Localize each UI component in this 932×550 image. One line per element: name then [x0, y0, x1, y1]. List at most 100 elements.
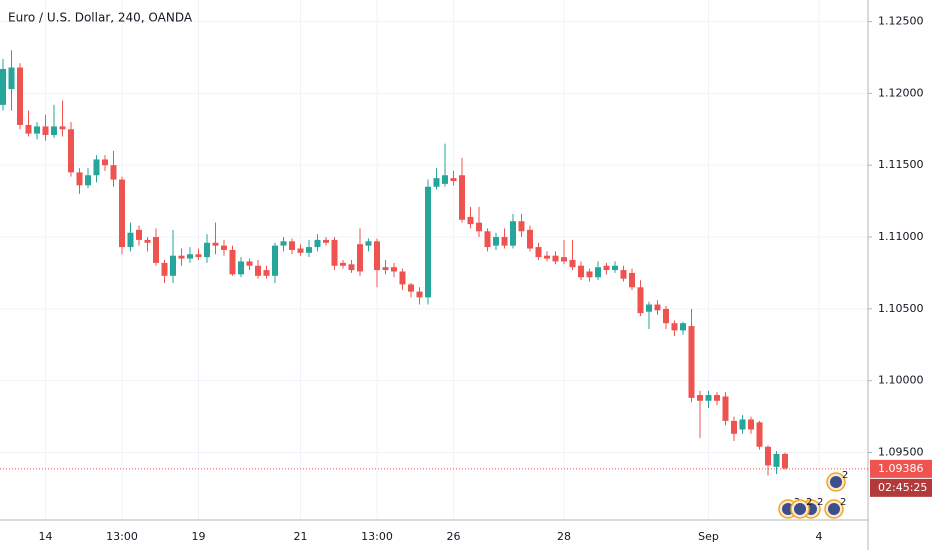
candle-body — [552, 255, 559, 262]
candle-body — [0, 68, 6, 105]
candle-body — [187, 254, 193, 259]
event-count: 2 — [840, 497, 846, 508]
candle-body — [204, 242, 210, 258]
candle-body — [297, 248, 304, 253]
event-count: 2 — [842, 470, 848, 481]
candle-body — [221, 245, 227, 250]
x-tick-label: 13:00 — [361, 530, 393, 543]
candle-body — [93, 159, 100, 176]
candle-body — [323, 239, 329, 243]
candle-body — [416, 291, 423, 298]
countdown-label: 02:45:25 — [878, 481, 927, 494]
candle-body — [51, 126, 57, 136]
y-tick-label: 1.11500 — [878, 158, 924, 171]
candle-body — [391, 267, 397, 272]
candle-body — [586, 271, 593, 278]
candle-body — [76, 172, 83, 186]
event-flag — [828, 503, 840, 515]
event-flag — [794, 503, 806, 515]
candle-body — [153, 237, 159, 263]
candle-body — [34, 126, 40, 134]
chart-title: Euro / U.S. Dollar, 240, OANDA — [8, 11, 193, 25]
candle-body — [569, 260, 576, 268]
candle-body — [357, 244, 363, 272]
y-tick-label: 1.10500 — [878, 302, 924, 315]
candle-body — [722, 396, 729, 421]
y-tick-label: 1.11000 — [878, 230, 924, 243]
candle-body — [238, 261, 244, 275]
candle-body — [68, 129, 74, 173]
last-price-box — [870, 459, 932, 478]
candle-body — [8, 67, 15, 90]
candle-body — [136, 229, 142, 240]
candle-body — [663, 308, 669, 324]
candle-body — [484, 231, 491, 248]
event-count: 2 — [817, 497, 823, 508]
candle-body — [671, 323, 678, 331]
candle-body — [688, 326, 695, 398]
candle-body — [314, 239, 321, 248]
candle-body — [748, 419, 754, 430]
candle-body — [459, 175, 465, 220]
candle-body — [348, 264, 355, 271]
y-tick-label: 1.12000 — [878, 86, 924, 99]
candle-body — [654, 304, 661, 311]
candle-body — [442, 175, 448, 184]
x-tick-label: 19 — [192, 530, 206, 543]
candle-body — [25, 124, 32, 134]
candle-body — [178, 255, 185, 259]
candle-body — [17, 67, 23, 125]
candle-body — [731, 420, 737, 434]
candle-body — [161, 262, 168, 276]
candle-body — [510, 221, 516, 246]
x-tick-label: 28 — [557, 530, 571, 543]
candle-body — [467, 216, 474, 225]
candle-body — [399, 271, 406, 285]
y-tick-label: 1.09500 — [878, 445, 924, 458]
candle-body — [374, 241, 380, 271]
candle-body — [102, 159, 108, 166]
candle-body — [382, 267, 389, 271]
y-tick-label: 1.12500 — [878, 15, 924, 28]
candle-body — [425, 186, 431, 298]
countdown-box — [870, 478, 932, 497]
candle-body — [620, 270, 627, 279]
candle-body — [110, 165, 117, 180]
candle-body — [289, 241, 295, 250]
candle-body — [612, 265, 618, 271]
candle-body — [119, 179, 125, 248]
candle-body — [518, 221, 525, 232]
candle-body — [408, 284, 414, 292]
candle-body — [365, 241, 372, 246]
x-tick-label: 26 — [447, 530, 461, 543]
candle-body — [501, 237, 508, 246]
candle-body — [527, 229, 533, 249]
candle-body — [756, 422, 763, 447]
candle-body — [493, 237, 499, 246]
candle-body — [170, 255, 176, 276]
candle-body — [739, 419, 746, 430]
candle-body — [646, 304, 652, 312]
candle-body — [544, 255, 550, 259]
candle-body — [272, 245, 278, 276]
candle-body — [629, 272, 635, 288]
x-tick-label: 13:00 — [106, 530, 138, 543]
candle-body — [127, 232, 134, 248]
candle-body — [705, 395, 712, 401]
event-count: 2 — [806, 497, 812, 508]
candle-body — [263, 270, 270, 276]
candle-body — [782, 453, 788, 469]
candle-body — [433, 178, 440, 187]
candle-body — [255, 265, 261, 276]
x-tick-label: 14 — [39, 530, 53, 543]
candle-body — [450, 178, 457, 181]
candle-body — [195, 254, 202, 258]
candle-body — [42, 126, 49, 136]
candle-body — [680, 323, 686, 331]
candle-body — [773, 453, 780, 467]
candle-body — [603, 265, 610, 271]
y-tick-label: 1.10000 — [878, 374, 924, 387]
candle-body — [697, 395, 703, 401]
